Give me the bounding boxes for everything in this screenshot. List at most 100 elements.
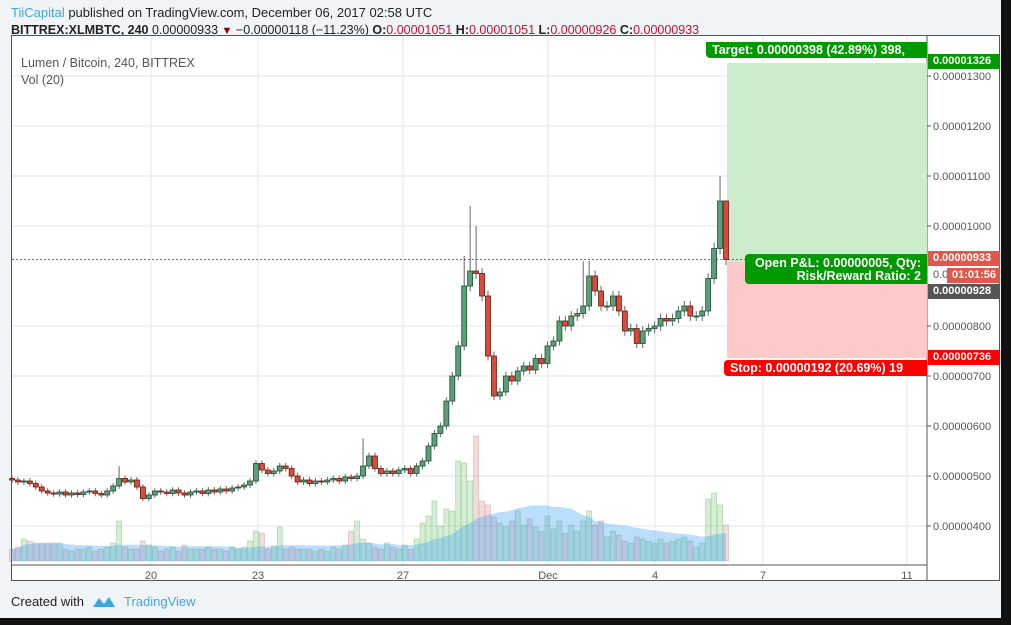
- volume-bar: [508, 520, 515, 562]
- tradingview-logo-icon: [92, 596, 115, 607]
- candle: [157, 490, 164, 493]
- candle: [366, 455, 372, 467]
- publisher-line: TiiCapital published on TradingView.com,…: [11, 5, 432, 20]
- candle: [413, 465, 420, 474]
- volume-bar: [711, 492, 717, 562]
- candle: [562, 320, 569, 327]
- candle: [568, 315, 575, 327]
- volume-bar: [556, 520, 563, 562]
- volume-bar: [538, 530, 545, 562]
- candle: [169, 489, 176, 494]
- candle: [276, 465, 283, 472]
- candle: [496, 391, 503, 397]
- symbol-name: BITTREX:XLMBTC, 240: [11, 23, 149, 37]
- candle: [604, 305, 610, 308]
- footer: Created with TradingView: [11, 594, 196, 609]
- volume-bar: [330, 546, 337, 562]
- volume-bar: [193, 548, 200, 562]
- publisher-link[interactable]: TiiCapital: [11, 5, 65, 20]
- candle: [360, 465, 366, 477]
- candle: [128, 479, 134, 483]
- volume-bar: [116, 520, 122, 562]
- candle: [74, 492, 81, 495]
- candle: [455, 345, 462, 377]
- candle: [443, 400, 450, 427]
- chart-legend: Lumen / Bitcoin, 240, BITTREX Vol (20): [21, 55, 195, 89]
- volume-bar: [651, 542, 658, 562]
- volume-bar: [241, 546, 247, 562]
- volume-bar: [247, 540, 253, 562]
- candle: [574, 313, 581, 317]
- volume-bar: [514, 510, 521, 562]
- volume-bar: [68, 550, 75, 562]
- tradingview-link[interactable]: TradingView: [123, 594, 196, 609]
- candle: [294, 475, 301, 483]
- stop-price-label: 0.00000736: [928, 350, 1000, 365]
- candle: [693, 315, 700, 318]
- candle: [175, 489, 182, 494]
- volume-bar: [157, 550, 164, 562]
- candle: [270, 470, 277, 474]
- x-tick-label: 4: [652, 570, 658, 582]
- candle: [687, 305, 694, 317]
- stop-label[interactable]: Stop: 0.00000192 (20.69%) 19: [724, 360, 927, 376]
- entry-price-label: 0.00000928: [928, 284, 1000, 299]
- volume-bar: [485, 504, 491, 562]
- candle: [62, 491, 69, 496]
- volume-bar: [645, 540, 652, 562]
- candle: [336, 478, 343, 482]
- candle: [288, 468, 295, 477]
- candle: [104, 490, 111, 496]
- volume-bar: [15, 546, 21, 562]
- y-tick-label: 0.00001200: [933, 121, 991, 133]
- volume-bar: [175, 550, 182, 562]
- candle: [437, 425, 444, 434]
- countdown-label: 01:01:56: [947, 268, 1000, 283]
- volume-bar: [44, 542, 51, 562]
- published-text: published on TradingView.com, December 0…: [68, 5, 433, 20]
- candle: [449, 375, 456, 402]
- open-value: 0.00001051: [386, 23, 453, 37]
- candle: [544, 345, 551, 364]
- candle: [211, 489, 218, 493]
- candle: [223, 488, 230, 492]
- candle: [312, 480, 319, 484]
- candle: [669, 318, 676, 322]
- target-zone: [727, 63, 927, 262]
- last-price: 0.00000933: [152, 23, 219, 37]
- volume-bar: [639, 538, 646, 562]
- volume-bar: [378, 548, 384, 562]
- volume-bar: [217, 548, 224, 562]
- candle: [181, 492, 188, 496]
- candle: [26, 480, 33, 484]
- candle: [705, 278, 712, 312]
- candle: [235, 486, 242, 489]
- series-title: Lumen / Bitcoin, 240, BITTREX: [21, 56, 195, 70]
- candle: [80, 491, 87, 495]
- open-label: O:: [372, 23, 387, 37]
- y-tick-label: 0.00000800: [933, 321, 991, 333]
- last-price-label: 0.00000933: [928, 251, 1000, 266]
- volume-bar: [312, 550, 319, 562]
- candle: [241, 484, 247, 488]
- volume-bar: [693, 546, 700, 562]
- candle: [372, 455, 378, 469]
- volume-bar: [235, 548, 241, 562]
- candle: [419, 460, 426, 467]
- volume-bar: [50, 542, 57, 562]
- chart-snapshot: TiiCapital published on TradingView.com,…: [0, 0, 1001, 618]
- volume-bar: [574, 530, 581, 562]
- candle: [205, 489, 212, 494]
- candle: [193, 490, 200, 493]
- volume-bar: [604, 536, 610, 562]
- candle: [151, 490, 158, 496]
- high-label: H:: [455, 23, 469, 37]
- open-pnl-label[interactable]: Open P&L: 0.00000005, Qty: Risk/Reward R…: [745, 254, 927, 284]
- target-label[interactable]: Target: 0.00000398 (42.89%) 398,: [706, 42, 927, 58]
- volume-bar: [80, 548, 87, 562]
- volume-bar: [62, 548, 69, 562]
- price-chart[interactable]: 0.00000400 0.00000500 0.00000600 0.00000700…: [0, 0, 1001, 590]
- candle: [598, 290, 604, 307]
- volume-bar: [140, 540, 146, 562]
- candle: [514, 370, 521, 382]
